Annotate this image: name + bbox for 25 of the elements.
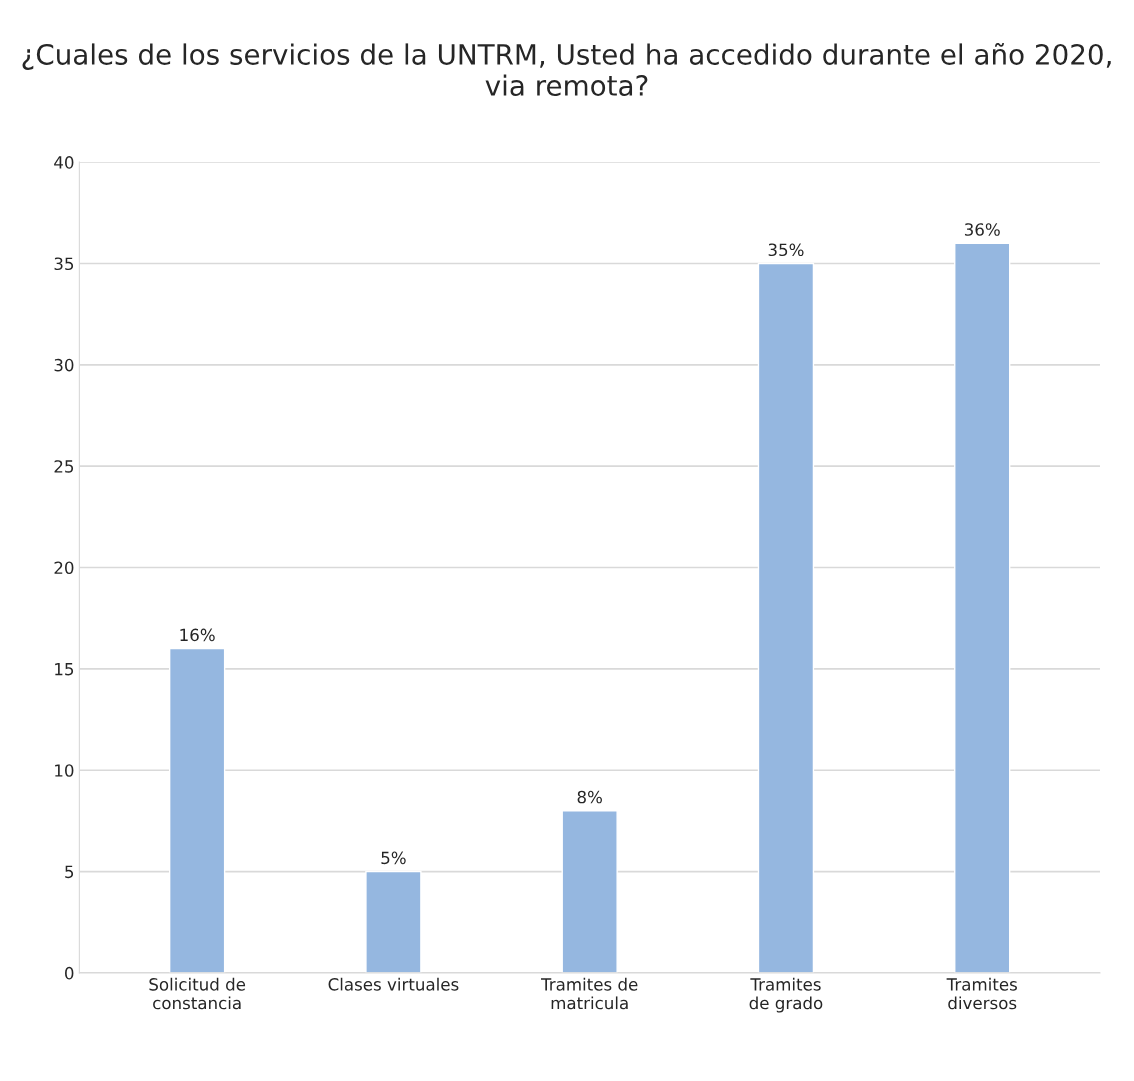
bar <box>365 870 422 973</box>
y-tick-label: 35 <box>54 257 74 271</box>
chart-title: ¿Cuales de los servicios de la UNTRM, Usted ha accedido durante el año 2020, via remota? <box>22 42 1111 96</box>
bar <box>954 242 1011 973</box>
y-tick-label: 0 <box>65 966 74 980</box>
bar <box>168 647 226 973</box>
y-tick-label: 5 <box>65 865 74 879</box>
x-tick-label: Clases virtuales <box>328 977 459 991</box>
y-tick-label: 10 <box>55 764 74 777</box>
data-label: 16% <box>180 628 215 642</box>
x-tick-label: Tramites diversos <box>946 977 1017 1010</box>
x-tick-label: Tramites de grado <box>749 977 823 1013</box>
bar <box>561 810 618 973</box>
x-tick-label: Tramites de matricula <box>541 977 638 1010</box>
y-tick-label: 20 <box>54 561 74 575</box>
y-tick-label: 30 <box>54 358 74 372</box>
y-tick-label: 40 <box>54 156 74 169</box>
data-label: 36% <box>964 223 1000 236</box>
bar <box>757 262 815 973</box>
y-tick-label: 15 <box>55 663 74 676</box>
data-label: 5% <box>381 851 406 865</box>
y-tick-label: 25 <box>54 460 74 473</box>
x-tick-label: Solicitud de constancia <box>149 977 246 1010</box>
data-label: 35% <box>768 243 804 257</box>
data-label: 8% <box>577 790 602 804</box>
